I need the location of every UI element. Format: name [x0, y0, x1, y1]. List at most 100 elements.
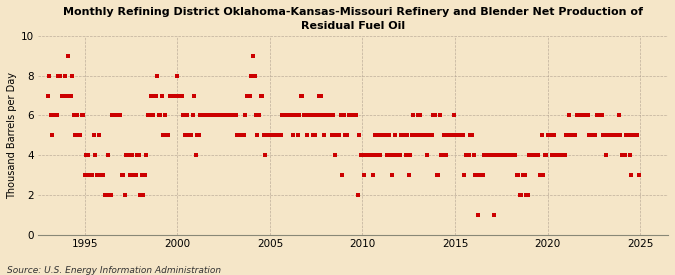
- Point: [105, 193, 116, 197]
- Point: [624, 153, 635, 157]
- Point: [308, 133, 319, 138]
- Point: [213, 113, 224, 118]
- Point: [53, 73, 64, 78]
- Point: [221, 113, 232, 118]
- Point: [252, 133, 263, 138]
- Point: [64, 93, 75, 98]
- Point: [132, 153, 142, 157]
- Point: [144, 113, 155, 118]
- Point: [281, 113, 292, 118]
- Point: [450, 133, 460, 138]
- Point: [367, 153, 377, 157]
- Text: Source: U.S. Energy Information Administration: Source: U.S. Energy Information Administ…: [7, 266, 221, 275]
- Point: [622, 133, 633, 138]
- Point: [92, 173, 103, 177]
- Point: [304, 113, 315, 118]
- Point: [595, 113, 605, 118]
- Point: [104, 193, 115, 197]
- Point: [202, 113, 213, 118]
- Point: [445, 133, 456, 138]
- Point: [504, 153, 514, 157]
- Point: [189, 93, 200, 98]
- Point: [227, 113, 238, 118]
- Point: [448, 113, 459, 118]
- Point: [62, 54, 73, 58]
- Point: [547, 153, 558, 157]
- Point: [499, 153, 510, 157]
- Point: [288, 133, 298, 138]
- Point: [451, 133, 462, 138]
- Point: [400, 153, 411, 157]
- Point: [151, 93, 161, 98]
- Point: [186, 133, 196, 138]
- Point: [459, 173, 470, 177]
- Point: [136, 173, 147, 177]
- Point: [472, 213, 483, 217]
- Point: [51, 113, 62, 118]
- Point: [178, 113, 189, 118]
- Point: [414, 113, 425, 118]
- Point: [377, 133, 388, 138]
- Point: [410, 133, 421, 138]
- Point: [101, 193, 112, 197]
- Point: [589, 133, 599, 138]
- Point: [184, 133, 195, 138]
- Point: [479, 153, 490, 157]
- Point: [163, 133, 173, 138]
- Point: [518, 173, 529, 177]
- Point: [423, 133, 434, 138]
- Point: [633, 173, 644, 177]
- Point: [496, 153, 507, 157]
- Point: [337, 173, 348, 177]
- Point: [362, 153, 373, 157]
- Point: [374, 153, 385, 157]
- Point: [358, 173, 369, 177]
- Point: [196, 113, 207, 118]
- Point: [345, 113, 356, 118]
- Point: [57, 93, 68, 98]
- Point: [129, 173, 140, 177]
- Point: [579, 113, 590, 118]
- Point: [119, 193, 130, 197]
- Point: [471, 173, 482, 177]
- Point: [431, 173, 442, 177]
- Point: [460, 153, 471, 157]
- Point: [434, 113, 445, 118]
- Point: [566, 133, 576, 138]
- Point: [124, 173, 135, 177]
- Point: [226, 113, 237, 118]
- Point: [616, 153, 627, 157]
- Point: [141, 153, 152, 157]
- Point: [263, 133, 274, 138]
- Point: [335, 113, 346, 118]
- Point: [417, 133, 428, 138]
- Point: [43, 93, 53, 98]
- Point: [326, 133, 337, 138]
- Point: [250, 113, 261, 118]
- Point: [502, 153, 513, 157]
- Point: [603, 133, 614, 138]
- Point: [88, 133, 99, 138]
- Point: [259, 133, 269, 138]
- Point: [433, 173, 443, 177]
- Point: [223, 113, 234, 118]
- Point: [134, 153, 144, 157]
- Point: [576, 113, 587, 118]
- Point: [217, 113, 227, 118]
- Point: [485, 153, 496, 157]
- Point: [456, 133, 466, 138]
- Point: [383, 133, 394, 138]
- Point: [155, 113, 165, 118]
- Point: [98, 173, 109, 177]
- Point: [229, 113, 240, 118]
- Point: [110, 113, 121, 118]
- Point: [493, 153, 504, 157]
- Point: [599, 133, 610, 138]
- Point: [135, 193, 146, 197]
- Point: [508, 153, 519, 157]
- Point: [351, 113, 362, 118]
- Point: [561, 133, 572, 138]
- Point: [181, 113, 192, 118]
- Point: [167, 93, 178, 98]
- Point: [313, 113, 323, 118]
